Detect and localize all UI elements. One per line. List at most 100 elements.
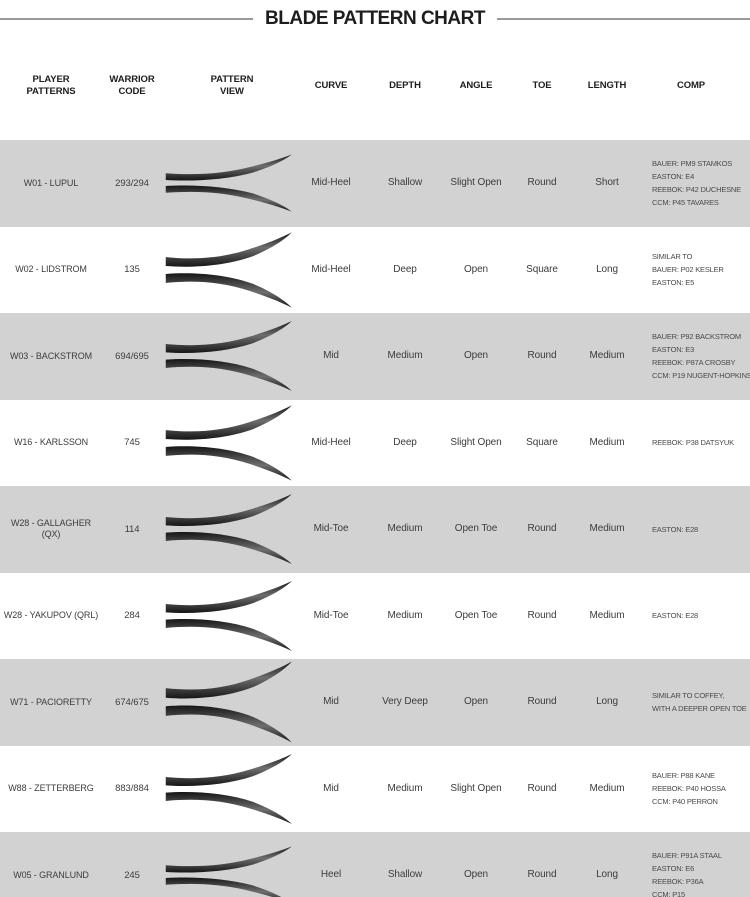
comp-line: REEBOK: P36A: [652, 877, 704, 887]
column-header-code: WARRIOR CODE: [109, 74, 155, 97]
hockey-blade-silhouette-icon: [165, 154, 292, 212]
pattern-view-cell: [162, 832, 302, 897]
column-header-depth: DEPTH: [389, 80, 421, 92]
comp-line: CCM: P19 NUGENT-HOPKINS: [652, 371, 750, 381]
hockey-blade-silhouette-icon: [165, 846, 292, 897]
player-pattern-name: W03 - BACKSTROM: [9, 350, 92, 361]
comp-list: BAUER: P92 BACKSTROM EASTON: E3 REEBOK: P8…: [632, 313, 750, 400]
pattern-view-cell: [162, 400, 302, 487]
hockey-blade-silhouette-icon: [165, 404, 292, 481]
warrior-code: 284: [124, 610, 140, 622]
angle-value: Open: [463, 869, 489, 881]
length-value: Medium: [589, 609, 625, 621]
table-row: W88 - ZETTERBERG 883/884 Mid Medium Slig…: [0, 745, 750, 833]
curve-value: Mid-Heel: [311, 436, 351, 448]
length-value: Long: [596, 696, 618, 708]
hockey-blade-silhouette-icon: [165, 661, 292, 743]
toe-value: Square: [526, 436, 558, 448]
comp-line: EASTON: E28: [652, 524, 699, 534]
curve-value: Mid-Toe: [313, 523, 349, 535]
length-value: Long: [596, 869, 618, 881]
pattern-view-cell: [162, 313, 302, 400]
toe-value: Round: [527, 609, 557, 621]
warrior-code: 883/884: [115, 783, 149, 795]
comp-list: REEBOK: P38 DATSYUK: [632, 400, 750, 487]
toe-value: Square: [526, 263, 558, 275]
toe-value: Round: [527, 350, 557, 362]
depth-value: Very Deep: [382, 696, 428, 708]
pattern-view-cell: [162, 659, 302, 746]
curve-value: Mid-Heel: [311, 177, 351, 189]
comp-line: REEBOK: P40 HOSSA: [652, 784, 726, 794]
pattern-view-cell: [162, 140, 302, 227]
curve-value: Mid-Toe: [313, 609, 349, 621]
title-rule-left: [0, 18, 254, 20]
curve-value: Mid-Heel: [311, 263, 351, 275]
comp-line: BAUER: P88 KANE: [652, 771, 715, 781]
angle-value: Slight Open: [450, 782, 502, 794]
angle-value: Slight Open: [450, 436, 502, 448]
table-row: W02 - LIDSTROM 135 Mid-Heel Deep Open Sq…: [0, 226, 750, 314]
length-value: Medium: [589, 350, 625, 362]
depth-value: Deep: [393, 263, 417, 275]
depth-value: Medium: [387, 350, 423, 362]
table-row: W28 - YAKUPOV (QRL) 284 Mid-Toe Medium O…: [0, 572, 750, 660]
hockey-blade-silhouette-icon: [165, 753, 292, 824]
toe-value: Round: [527, 523, 557, 535]
comp-list: EASTON: E28: [632, 573, 750, 660]
comp-line: CCM: P15: [652, 890, 685, 897]
angle-value: Open: [463, 263, 489, 275]
toe-value: Round: [527, 696, 557, 708]
comp-line: CCM: P45 TAVARES: [652, 198, 719, 208]
column-header-curve: CURVE: [314, 80, 348, 92]
player-pattern-name: W05 - GRANLUND: [13, 869, 89, 880]
angle-value: Open: [463, 350, 489, 362]
toe-value: Round: [527, 869, 557, 881]
warrior-code: 674/675: [115, 696, 149, 708]
curve-value: Mid: [323, 350, 339, 362]
comp-list: EASTON: E28: [632, 486, 750, 573]
comp-line: REEBOK: P42 DUCHESNE: [652, 185, 741, 195]
curve-value: Heel: [320, 869, 342, 881]
toe-value: Round: [527, 782, 557, 794]
length-value: Long: [596, 263, 618, 275]
length-value: Short: [595, 177, 619, 189]
depth-value: Medium: [387, 523, 423, 535]
column-header-length: LENGTH: [587, 80, 627, 92]
column-header-toe: TOE: [532, 80, 552, 92]
depth-value: Shallow: [387, 177, 423, 189]
warrior-code: 694/695: [115, 350, 149, 362]
title-rule-right: [496, 18, 750, 20]
page-title: BLADE PATTERN CHART: [265, 8, 485, 29]
pattern-view-cell: [162, 227, 302, 314]
hockey-blade-silhouette-icon: [165, 231, 292, 308]
warrior-code: 745: [124, 437, 140, 449]
depth-value: Medium: [387, 782, 423, 794]
player-pattern-name: W01 - LUPUL: [23, 177, 79, 188]
angle-value: Open Toe: [454, 523, 498, 535]
depth-value: Deep: [393, 436, 417, 448]
comp-line: BAUER: P02 KESLER: [652, 265, 724, 275]
comp-list: BAUER: P91A STAAL EASTON: E6 REEBOK: P36A C…: [632, 832, 750, 897]
comp-line: EASTON: E28: [652, 611, 699, 621]
comp-line: BAUER: PM9 STAMKOS: [652, 159, 733, 169]
comp-line: BAUER: P92 BACKSTROM: [652, 332, 741, 342]
hockey-blade-silhouette-icon: [165, 321, 292, 392]
column-header-player: PLAYER PATTERNS: [26, 74, 76, 97]
column-header-comp: COMP: [676, 80, 706, 92]
table-row: W16 - KARLSSON 745 Mid-Heel Deep Slight …: [0, 399, 750, 487]
title-bar: BLADE PATTERN CHART: [0, 0, 750, 30]
table-row: W05 - GRANLUND 245 Heel Shallow Open Rou…: [0, 832, 750, 897]
player-pattern-name: W28 - YAKUPOV (QRL): [3, 610, 99, 621]
column-header-row: PLAYER PATTERNS WARRIOR CODE PATTERN VIEW C…: [0, 60, 750, 112]
comp-list: SIMILAR TO COFFEY, WITH A DEEPER OPEN TOE: [632, 659, 750, 746]
pattern-view-cell: [162, 746, 302, 833]
table-row: W03 - BACKSTROM 694/695 Mid Medium Open …: [0, 313, 750, 400]
pattern-view-cell: [162, 573, 302, 660]
table-row: W01 - LUPUL 293/294 Mid-Heel Shallow Sli…: [0, 140, 750, 227]
curve-value: Mid: [323, 696, 339, 708]
angle-value: Open Toe: [454, 609, 498, 621]
length-value: Medium: [589, 523, 625, 535]
depth-value: Medium: [387, 609, 423, 621]
